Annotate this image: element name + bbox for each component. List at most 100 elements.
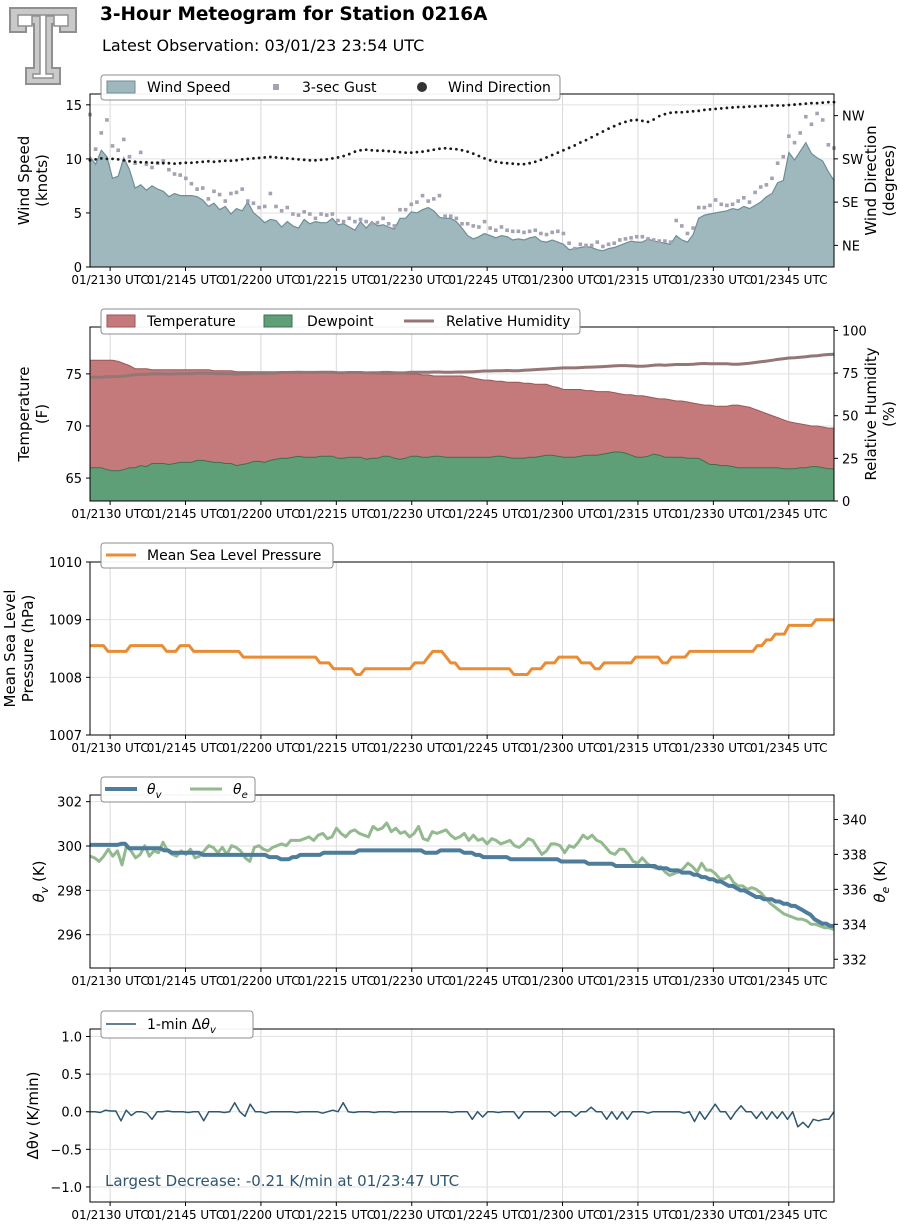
gust-point xyxy=(381,216,385,221)
x-tick-label: 01/2300 UTC xyxy=(524,1208,601,1222)
x-tick-label: 01/2315 UTC xyxy=(599,1208,676,1222)
gust-point xyxy=(713,198,718,202)
gust-point xyxy=(522,230,526,235)
x-tick-label: 01/2245 UTC xyxy=(448,974,525,988)
gust-point xyxy=(274,204,278,209)
y-tick-label: 10 xyxy=(65,153,82,168)
legend-wind-speed-label: Wind Speed xyxy=(147,80,231,96)
x-tick-label: 01/2230 UTC xyxy=(373,741,450,755)
wind-direction-point xyxy=(471,152,475,155)
legend-direction-label: Wind Direction xyxy=(448,80,551,96)
gust-point xyxy=(353,219,357,224)
gust-point xyxy=(663,239,667,243)
legend-dewpoint-label: Dewpoint xyxy=(307,314,374,330)
x-tick-label: 01/2230 UTC xyxy=(373,974,450,988)
gust-point xyxy=(775,161,780,165)
wind-direction-point xyxy=(218,159,222,163)
x-tick-label: 01/2215 UTC xyxy=(298,741,375,755)
wind-direction-point xyxy=(206,159,210,163)
wind-direction-point xyxy=(167,161,171,165)
wind-direction-point xyxy=(201,160,205,164)
wind-direction-point xyxy=(714,107,718,111)
wind-direction-point xyxy=(500,161,503,165)
gust-point xyxy=(110,144,115,148)
wind-direction-point xyxy=(409,151,413,155)
gust-point xyxy=(747,200,752,204)
wind-direction-point xyxy=(359,148,362,152)
relative-humidity-line xyxy=(90,352,835,379)
y2-tick-label: 100 xyxy=(842,324,867,339)
wind-direction-point xyxy=(460,148,464,152)
gust-point xyxy=(150,165,154,170)
plot-border xyxy=(89,1028,835,1203)
x-tick-label: 01/2245 UTC xyxy=(448,741,525,755)
wind-direction-point xyxy=(731,106,734,109)
gust-point xyxy=(330,212,335,216)
y2-tick-label: 0 xyxy=(842,495,850,510)
gust-point xyxy=(426,199,430,203)
legend-wind-speed-swatch xyxy=(106,80,136,94)
x-tick-label: 01/2200 UTC xyxy=(222,507,299,521)
y2-tick-label: SW xyxy=(842,153,863,168)
gust-point xyxy=(567,241,571,246)
y2-tick-label: 334 xyxy=(842,918,867,933)
gust-point xyxy=(550,230,554,235)
wind-direction-point xyxy=(584,138,588,142)
wind-direction-point xyxy=(770,104,774,107)
gust-point xyxy=(533,228,538,233)
gust-point xyxy=(336,218,340,223)
wind-direction-point xyxy=(663,112,667,116)
theta-v-line xyxy=(90,841,834,928)
wind-direction-point xyxy=(815,101,819,105)
wind-direction-point xyxy=(257,156,261,160)
gust-point xyxy=(432,197,436,201)
gust-point xyxy=(93,147,98,151)
gust-point xyxy=(640,234,645,239)
x-tick-label: 01/2315 UTC xyxy=(599,507,676,521)
wind-direction-point xyxy=(545,156,548,159)
gust-point xyxy=(127,154,132,159)
legend-pressure-label: Mean Sea Level Pressure xyxy=(147,548,321,564)
wind-direction-point xyxy=(810,101,813,105)
x-tick-label: 01/2345 UTC xyxy=(750,974,827,988)
gust-point xyxy=(341,219,346,224)
wind-direction-point xyxy=(567,146,571,150)
gust-point xyxy=(138,150,143,155)
gust-point xyxy=(184,176,188,181)
gust-point xyxy=(708,203,712,208)
x-tick-label: 01/2130 UTC xyxy=(71,741,148,755)
gust-point xyxy=(499,225,504,229)
gust-point xyxy=(144,162,149,167)
wind-direction-point xyxy=(212,160,216,164)
gust-point xyxy=(815,111,819,116)
y2-tick-label: 25 xyxy=(842,452,859,467)
wind-direction-point xyxy=(764,104,768,108)
gust-point xyxy=(291,212,295,216)
x-tick-label: 01/2330 UTC xyxy=(675,273,752,287)
x-tick-label: 01/2130 UTC xyxy=(71,507,148,521)
y-tick-label: 1008 xyxy=(49,671,82,686)
wind-direction-point xyxy=(562,148,565,152)
legend-box xyxy=(100,542,334,569)
wind-direction-point xyxy=(133,160,137,164)
gust-point xyxy=(206,197,211,201)
legend-box xyxy=(100,74,561,101)
x-tick-label: 01/2245 UTC xyxy=(448,273,525,287)
wind-direction-point xyxy=(443,146,447,150)
wind-direction-point xyxy=(415,150,419,154)
gust-point xyxy=(578,242,583,247)
x-tick-label: 01/2215 UTC xyxy=(298,273,375,287)
wind-direction-point xyxy=(590,135,594,139)
wind-direction-point xyxy=(184,161,188,165)
wind-direction-point xyxy=(387,149,391,153)
y2-tick-label: 340 xyxy=(842,813,867,828)
wind-direction-point xyxy=(364,148,368,152)
largest-decrease-annotation: Largest Decrease: -0.21 K/min at 01/23:4… xyxy=(105,1172,459,1190)
wind-direction-point xyxy=(291,157,295,161)
wind-direction-point xyxy=(702,108,706,112)
y2-tick-label: NW xyxy=(842,110,865,125)
wind-direction-point xyxy=(533,160,537,164)
x-tick-label: 01/2145 UTC xyxy=(147,507,224,521)
